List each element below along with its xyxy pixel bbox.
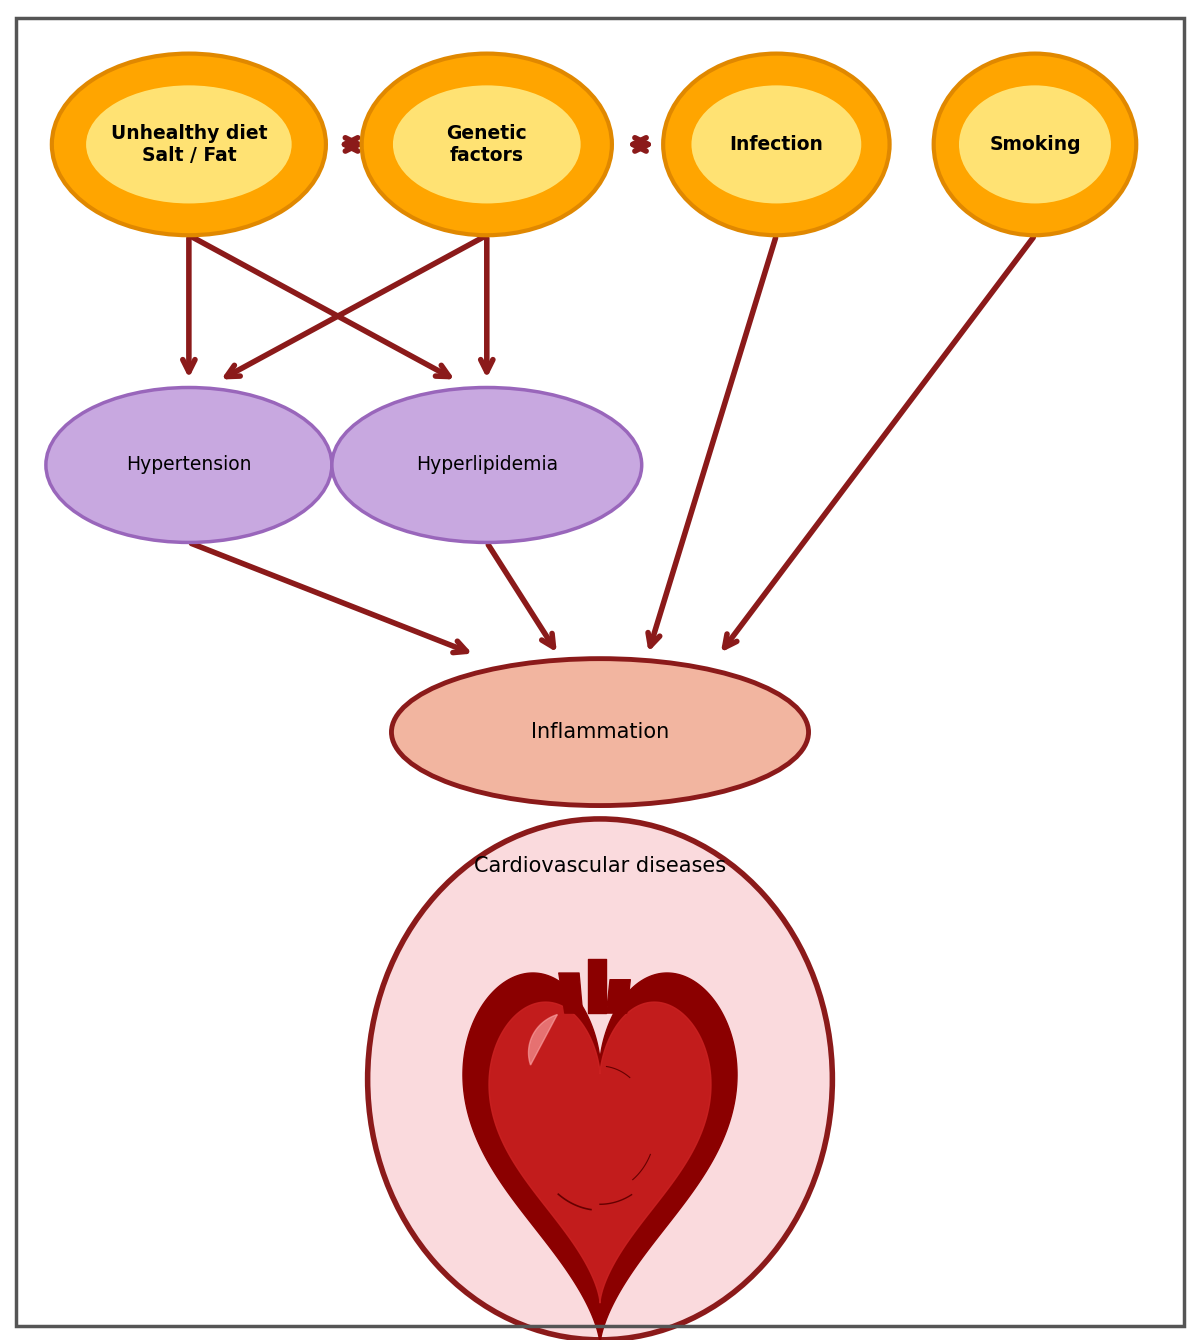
- Ellipse shape: [52, 54, 326, 235]
- Text: Unhealthy diet
Salt / Fat: Unhealthy diet Salt / Fat: [110, 124, 268, 165]
- Text: Smoking: Smoking: [989, 134, 1081, 155]
- Ellipse shape: [332, 387, 642, 543]
- Ellipse shape: [46, 387, 332, 543]
- Text: Infection: Infection: [730, 134, 823, 155]
- Text: Inflammation: Inflammation: [530, 722, 670, 742]
- Ellipse shape: [691, 86, 862, 203]
- Polygon shape: [528, 1015, 557, 1064]
- Text: Hypertension: Hypertension: [126, 456, 252, 474]
- Text: Hyperlipidemia: Hyperlipidemia: [415, 456, 558, 474]
- Polygon shape: [463, 973, 737, 1344]
- Text: Genetic
factors: Genetic factors: [446, 124, 527, 165]
- Ellipse shape: [664, 54, 889, 235]
- Ellipse shape: [934, 54, 1136, 235]
- Ellipse shape: [391, 659, 809, 805]
- Ellipse shape: [86, 86, 292, 203]
- Ellipse shape: [361, 54, 612, 235]
- Ellipse shape: [392, 86, 581, 203]
- Circle shape: [367, 818, 833, 1340]
- Polygon shape: [488, 1003, 712, 1302]
- Ellipse shape: [959, 86, 1111, 203]
- Text: Cardiovascular diseases: Cardiovascular diseases: [474, 856, 726, 876]
